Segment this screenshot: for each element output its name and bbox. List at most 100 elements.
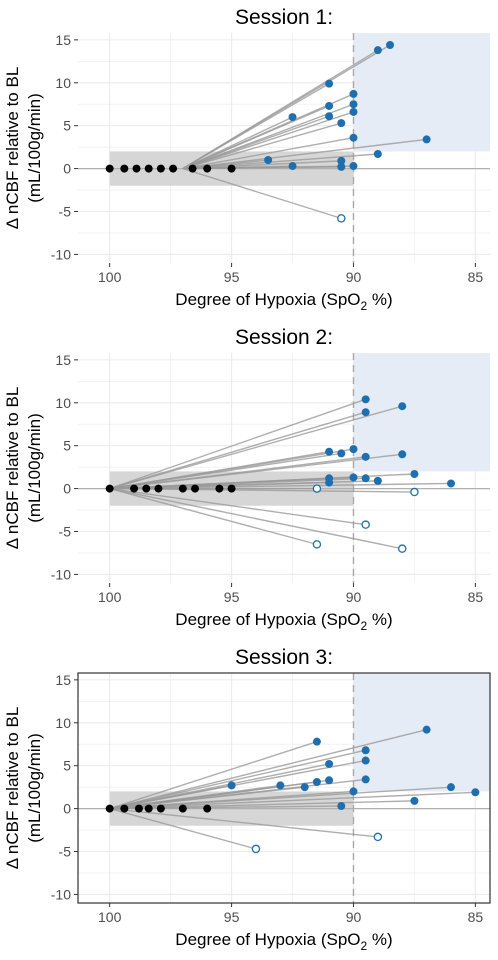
baseline-point xyxy=(178,484,187,493)
x-tick-label: 85 xyxy=(468,589,484,605)
open-point xyxy=(312,540,322,549)
connector-line xyxy=(109,405,403,490)
x-tick-label: 100 xyxy=(98,909,122,925)
connector-line xyxy=(182,153,378,170)
open-point xyxy=(410,487,419,497)
connector-line xyxy=(109,807,378,838)
hypoxia-point xyxy=(361,452,370,461)
x-tick-label: 95 xyxy=(224,269,240,285)
connector-line xyxy=(182,105,330,170)
y-tick-label: 10 xyxy=(55,75,71,91)
y-tick-label: 0 xyxy=(63,801,71,817)
baseline-point xyxy=(227,164,236,173)
x-tick-label: 95 xyxy=(224,909,240,925)
hypoxia-point xyxy=(373,46,382,55)
hypoxia-point xyxy=(264,156,273,165)
y-tick-label: 10 xyxy=(55,715,71,731)
y-tick-label: -10 xyxy=(51,566,71,582)
baseline-point xyxy=(105,804,114,813)
x-tick-label: 100 xyxy=(98,269,122,285)
hypoxia-point xyxy=(446,479,455,488)
connector-line xyxy=(182,83,330,170)
hypoxia-point xyxy=(398,402,407,411)
y-tick-label: 5 xyxy=(63,758,71,774)
x-axis-label-main: Degree of Hypoxia (SpO xyxy=(175,930,360,949)
hypoxia-point xyxy=(349,162,358,171)
y-tick-label: -5 xyxy=(59,204,72,220)
baseline-point xyxy=(156,804,165,813)
hypoxia-point xyxy=(349,445,358,454)
y-axis-label-line1: Δ nCBF relative to BL xyxy=(3,387,22,550)
baseline-point xyxy=(132,164,141,173)
hypoxia-point xyxy=(337,802,346,811)
y-tick-label: 15 xyxy=(55,352,71,368)
session-2-chart: 100 95 90 85 15 10 5 0 -5 -10 Session 2: Degree of … xyxy=(3,326,490,633)
session-1-panel: 100 95 90 85 15 10 5 0 -5 -10 Session 1: Degree of … xyxy=(0,0,498,320)
connector-line xyxy=(109,784,232,810)
connector-line xyxy=(182,138,427,170)
hypoxia-point xyxy=(361,474,370,483)
connector-line xyxy=(109,740,318,810)
chart-title: Session 3: xyxy=(235,646,333,669)
connector-line xyxy=(182,115,330,170)
baseline-point xyxy=(156,164,165,173)
baseline-point xyxy=(130,484,139,493)
x-axis-label: Degree of Hypoxia (SpO2 %) xyxy=(175,610,392,633)
hypoxia-point xyxy=(300,783,309,792)
hypoxia-point xyxy=(361,395,370,404)
hypoxia-point xyxy=(288,162,297,171)
hypoxia-point xyxy=(349,787,358,796)
baseline-point xyxy=(227,484,236,493)
hypoxia-point xyxy=(325,101,334,110)
hypoxia-point xyxy=(361,746,370,755)
hypoxia-point xyxy=(337,449,346,458)
panel-border xyxy=(77,672,491,904)
baseline-point xyxy=(144,164,153,173)
y-tick-label: 5 xyxy=(63,438,71,454)
y-tick-label: 15 xyxy=(55,32,71,48)
y-tick-label: 0 xyxy=(63,481,71,497)
chart-title: Session 1: xyxy=(235,6,333,29)
y-tick-label: 10 xyxy=(55,395,71,411)
baseline-point xyxy=(203,164,212,173)
y-axis-label-line2: (mL/100g/min) xyxy=(25,93,44,203)
x-axis-label-subscript: 2 xyxy=(361,939,368,953)
hypoxia-point xyxy=(361,756,370,765)
x-tick-label: 95 xyxy=(224,589,240,605)
connector-line xyxy=(109,487,403,550)
baseline-point xyxy=(144,804,153,813)
hypoxia-point xyxy=(349,133,358,142)
baseline-point xyxy=(188,164,197,173)
connector-line xyxy=(109,749,366,810)
chart-title: Session 2: xyxy=(235,326,333,349)
x-tick-label: 85 xyxy=(468,269,484,285)
x-tick-label: 85 xyxy=(468,909,484,925)
hypoxia-point xyxy=(361,775,370,784)
baseline-point xyxy=(178,804,187,813)
y-axis-label-line2: (mL/100g/min) xyxy=(25,733,44,843)
y-tick-label: -5 xyxy=(59,524,72,540)
hypoxia-point xyxy=(349,473,358,482)
connector-line xyxy=(109,791,476,810)
highlight-region xyxy=(353,353,490,472)
session-3-chart: 100 95 90 85 15 10 5 0 -5 -10 Session 3: Degree of … xyxy=(3,646,491,953)
open-point xyxy=(361,520,370,529)
y-axis-label-line1: Δ nCBF relative to BL xyxy=(3,707,22,870)
open-point xyxy=(251,844,261,854)
hypoxia-point xyxy=(349,107,358,116)
session-1-chart: 100 95 90 85 15 10 5 0 -5 -10 Session 1: Degree of … xyxy=(3,6,490,313)
highlight-region xyxy=(353,673,490,792)
hypoxia-point xyxy=(288,113,297,122)
connector-line xyxy=(109,728,427,810)
hypoxia-point xyxy=(361,408,370,417)
y-tick-label: -10 xyxy=(51,246,71,262)
x-tick-label: 90 xyxy=(346,589,362,605)
connector-line xyxy=(109,487,318,546)
hypoxia-point xyxy=(373,476,382,485)
hypoxia-point xyxy=(276,781,285,790)
hypoxia-point xyxy=(398,450,407,459)
baseline-point xyxy=(142,484,151,493)
hypoxia-point xyxy=(325,447,334,456)
open-point xyxy=(312,484,322,493)
hypoxia-point xyxy=(312,777,321,786)
